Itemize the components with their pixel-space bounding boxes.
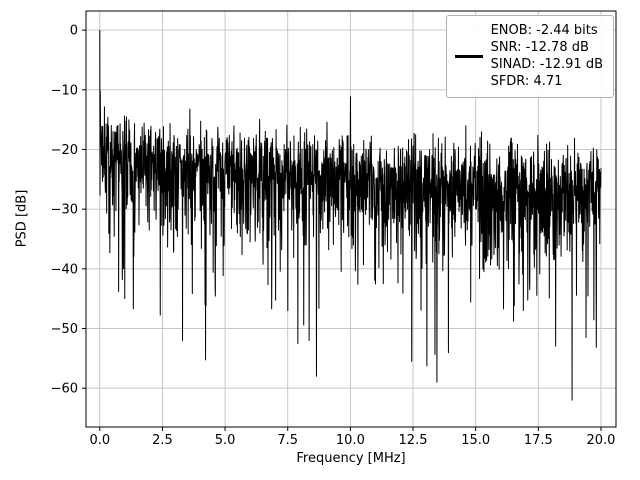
legend-line-sample	[454, 54, 483, 58]
y-tick-label: −10	[51, 83, 78, 98]
psd-series-line	[99, 30, 602, 401]
x-tick-label: 0.0	[89, 433, 110, 448]
x-tick-label: 15.0	[461, 433, 490, 448]
x-tick-label: 2.5	[152, 433, 173, 448]
axes-spines	[85, 10, 617, 428]
y-tick-label: −30	[51, 203, 78, 218]
x-tick-label: 7.5	[277, 433, 298, 448]
y-tick-label: −40	[51, 262, 78, 277]
legend-text-block: ENOB: -2.44 bits SNR: -12.78 dB SINAD: -12…	[491, 22, 603, 91]
y-tick-label: −50	[51, 322, 78, 337]
y-tick-label: −60	[51, 382, 78, 397]
legend: ENOB: -2.44 bits SNR: -12.78 dB SINAD: -12…	[445, 15, 614, 98]
y-tick-label: 0	[70, 24, 78, 39]
y-tick-label: −20	[51, 143, 78, 158]
x-tick-label: 17.5	[524, 433, 553, 448]
x-tick-label: 10.0	[336, 433, 365, 448]
legend-entry: ENOB: -2.44 bits	[490, 23, 598, 38]
legend-entry: SFDR: 4.71	[490, 74, 563, 90]
x-tick-label: 12.5	[399, 433, 428, 448]
legend-entry: SNR: -12.78 dB	[490, 40, 589, 56]
legend-entry: SINAD: -12.91 dB	[490, 57, 603, 73]
x-tick-label: 5.0	[215, 433, 236, 448]
x-tick-label: 20.0	[586, 433, 615, 448]
